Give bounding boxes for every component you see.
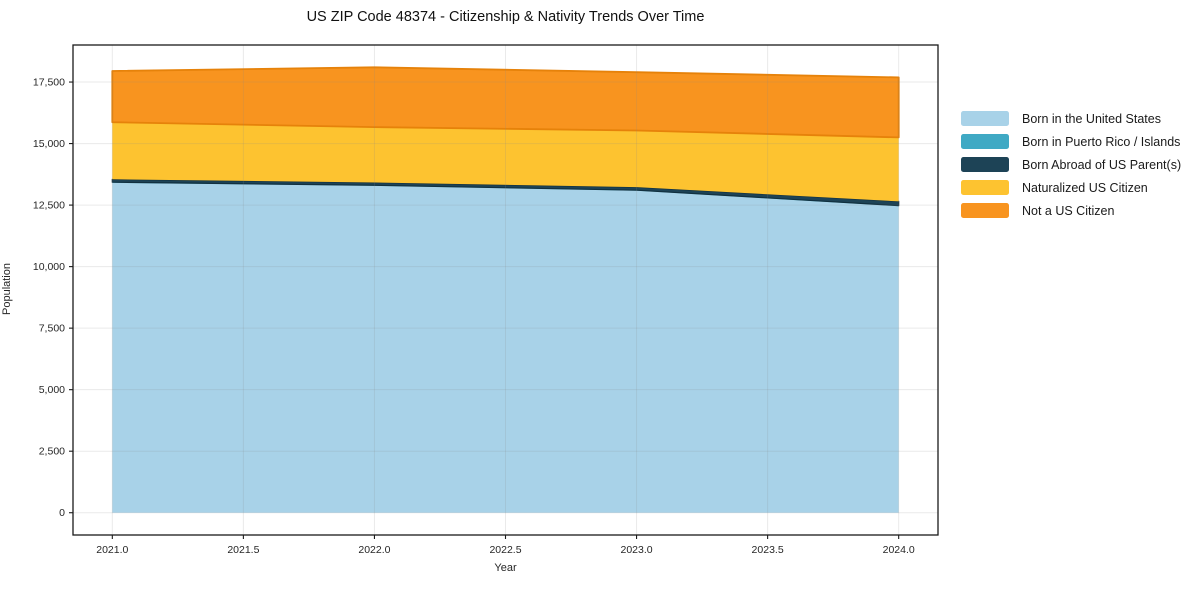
area-series-0 [112, 182, 899, 513]
x-tick-label-4: 2023.0 [620, 544, 652, 556]
legend-swatch-2 [961, 157, 1009, 172]
legend-item: Born in the United States [961, 111, 1181, 126]
legend-swatch-4 [961, 203, 1009, 218]
x-tick-label-2: 2022.0 [358, 544, 390, 556]
legend-label: Born in the United States [1022, 111, 1161, 126]
legend-swatch-3 [961, 180, 1009, 195]
x-tick-label-0: 2021.0 [96, 544, 128, 556]
x-tick-label-6: 2024.0 [883, 544, 915, 556]
legend-item: Born in Puerto Rico / Islands [961, 134, 1181, 149]
y-tick-label-3: 7,500 [39, 323, 65, 335]
legend-item: Naturalized US Citizen [961, 180, 1181, 195]
y-tick-label-4: 10,000 [33, 261, 65, 273]
area-series-4 [111, 66, 900, 139]
y-tick-label-0: 0 [59, 507, 65, 519]
legend-swatch-0 [961, 111, 1009, 126]
y-axis-label: Population [1, 263, 13, 315]
legend-label: Not a US Citizen [1022, 203, 1115, 218]
chart-title: US ZIP Code 48374 - Citizenship & Nativi… [306, 9, 705, 25]
x-tick-label-5: 2023.5 [752, 544, 784, 556]
legend-item: Not a US Citizen [961, 203, 1181, 218]
y-tick-label-6: 15,000 [33, 138, 65, 150]
y-tick-label-7: 17,500 [33, 77, 65, 89]
x-tick-label-1: 2021.5 [227, 544, 259, 556]
legend-label: Born in Puerto Rico / Islands [1022, 134, 1181, 149]
legend-item: Born Abroad of US Parent(s) [961, 157, 1181, 172]
legend-swatch-1 [961, 134, 1009, 149]
legend-label: Born Abroad of US Parent(s) [1022, 157, 1182, 172]
area-series-2 [111, 178, 900, 207]
x-axis-label: Year [494, 562, 517, 574]
area-series-3 [112, 122, 899, 202]
x-tick-label-3: 2022.5 [489, 544, 521, 556]
legend-label: Naturalized US Citizen [1022, 180, 1148, 195]
y-tick-label-2: 5,000 [39, 384, 65, 396]
y-tick-label-5: 12,500 [33, 200, 65, 212]
legend: Born in the United States Born in Puerto … [961, 111, 1181, 218]
y-tick-label-1: 2,500 [39, 446, 65, 458]
